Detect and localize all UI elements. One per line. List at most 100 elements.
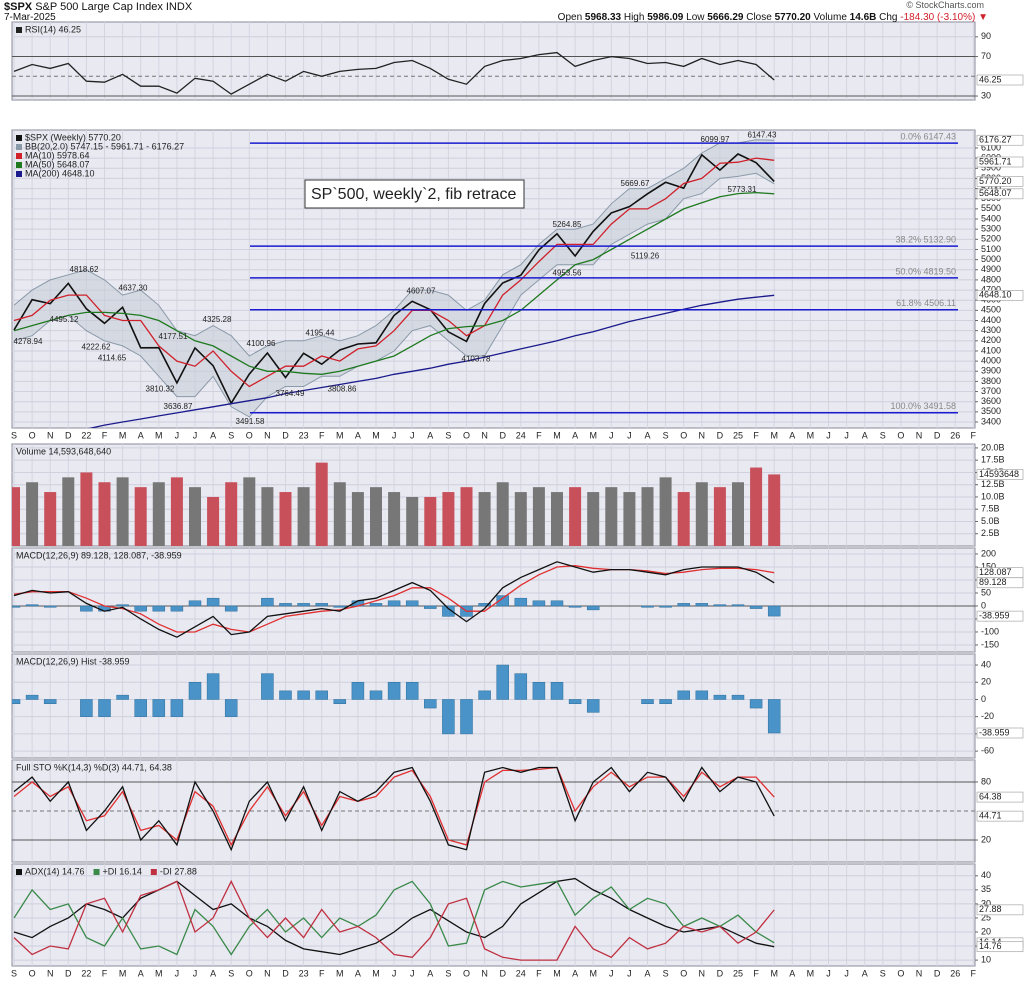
y-tick-label: 10.0B xyxy=(981,491,1005,501)
bar xyxy=(496,595,509,607)
peak-label: 5264.85 xyxy=(553,220,582,229)
bar xyxy=(568,699,582,705)
x-tick-label: O xyxy=(680,968,687,978)
x-tick-label: S xyxy=(880,968,886,978)
x-tick-label: S xyxy=(880,430,886,440)
x-tick-label: J xyxy=(627,430,632,440)
bar xyxy=(116,694,129,700)
bar xyxy=(478,492,491,546)
x-tick-label: J xyxy=(175,430,180,440)
symbol-line: $SPX S&P 500 Large Cap Index INDX xyxy=(4,1,192,13)
x-tick-label: A xyxy=(427,968,433,978)
bar xyxy=(677,690,690,700)
x-tick-label: F xyxy=(102,968,108,978)
series-line xyxy=(13,766,775,847)
value-tag: 64.38 xyxy=(979,791,1002,801)
fib-label: 61.8% 4506.11 xyxy=(896,298,956,308)
bar xyxy=(25,694,39,700)
x-tick-label: S xyxy=(228,968,234,978)
legend-swatch xyxy=(16,144,22,150)
bar xyxy=(387,600,401,607)
bar xyxy=(25,604,39,607)
x-tick-label: J xyxy=(193,968,198,978)
value-tag: 5648.07 xyxy=(979,188,1012,198)
y-tick-label: 2.5B xyxy=(981,528,1000,538)
peak-label: 4278.94 xyxy=(14,337,43,346)
peak-label: 4177.51 xyxy=(159,332,188,341)
bar xyxy=(424,605,437,609)
series-line xyxy=(13,877,775,956)
bar xyxy=(152,605,166,612)
bar xyxy=(12,605,21,608)
quote-value: 14.6B xyxy=(849,12,877,23)
peak-label: 4637.30 xyxy=(119,284,148,293)
x-tick-label: J xyxy=(193,430,198,440)
quote-label: High xyxy=(623,12,645,23)
bar xyxy=(43,605,57,608)
bar xyxy=(677,603,690,607)
bar xyxy=(116,477,129,546)
bar xyxy=(695,690,709,700)
series-line xyxy=(13,766,775,852)
y-tick-label: 3400 xyxy=(981,416,1001,426)
legend-swatch xyxy=(16,27,22,33)
x-tick-label: S xyxy=(445,968,451,978)
panel xyxy=(11,759,976,863)
x-tick-label: J xyxy=(844,968,849,978)
legend-entry: $SPX (Weekly) 5770.20 xyxy=(25,132,121,142)
x-tick-label: M xyxy=(155,430,163,440)
value-tag: -38.959 xyxy=(979,610,1010,620)
y-tick-label: 40 xyxy=(981,870,991,880)
bar xyxy=(261,673,274,700)
bar xyxy=(152,699,166,717)
x-tick-label: 22 xyxy=(81,430,91,440)
quote-value: 5770.20 xyxy=(774,12,811,23)
x-tick-label: D xyxy=(934,430,941,440)
fib-label: 100.0% 3491.58 xyxy=(890,401,956,411)
y-tick-label: 50 xyxy=(981,587,991,597)
quote-value: 5968.33 xyxy=(584,12,622,23)
y-tick-label: 4500 xyxy=(981,305,1001,315)
x-tick-label: M xyxy=(119,430,127,440)
x-tick-label: A xyxy=(789,968,795,978)
bar xyxy=(514,673,528,700)
x-tick-label: F xyxy=(971,968,977,978)
y-tick-label: 20.0B xyxy=(981,442,1005,452)
legend-entry: Full STO %K(14,3) %D(3) 44.71, 64.38 xyxy=(16,762,172,772)
x-tick-label: O xyxy=(246,968,253,978)
bar xyxy=(732,482,744,546)
x-tick-label: M xyxy=(589,968,597,978)
value-tag: 5770.20 xyxy=(979,176,1012,186)
series-line xyxy=(88,294,775,428)
x-tick-label: D xyxy=(717,430,724,440)
bar xyxy=(713,487,726,546)
x-tick-label: J xyxy=(609,430,614,440)
x-tick-label: M xyxy=(372,430,380,440)
bar xyxy=(568,605,582,608)
x-tick-label: M xyxy=(119,968,127,978)
bar xyxy=(478,690,491,700)
quote-label: Low xyxy=(686,12,705,23)
x-tick-label: O xyxy=(29,430,36,440)
value-tag-box xyxy=(976,176,1024,187)
y-tick-label: 7.5B xyxy=(981,504,1000,514)
value-tag-box xyxy=(976,727,1024,739)
bar xyxy=(315,603,328,607)
x-tick-label: J xyxy=(175,968,180,978)
x-tick-label: O xyxy=(463,968,470,978)
x-tick-label: M xyxy=(372,968,380,978)
x-tick-label: D xyxy=(282,968,289,978)
bar xyxy=(351,492,364,546)
panel xyxy=(11,21,976,101)
fib-label: 50.0% 4819.50 xyxy=(895,266,956,276)
x-tick-label: A xyxy=(427,430,433,440)
bar xyxy=(333,482,346,546)
value-tag: 4648.10 xyxy=(979,290,1012,300)
y-tick-label: 20 xyxy=(981,926,991,936)
bar xyxy=(641,605,654,608)
bar xyxy=(713,694,727,700)
bar xyxy=(134,699,147,717)
y-tick-label: 35 xyxy=(981,884,991,894)
x-tick-label: J xyxy=(627,968,632,978)
y-tick-label: 5100 xyxy=(981,244,1001,254)
